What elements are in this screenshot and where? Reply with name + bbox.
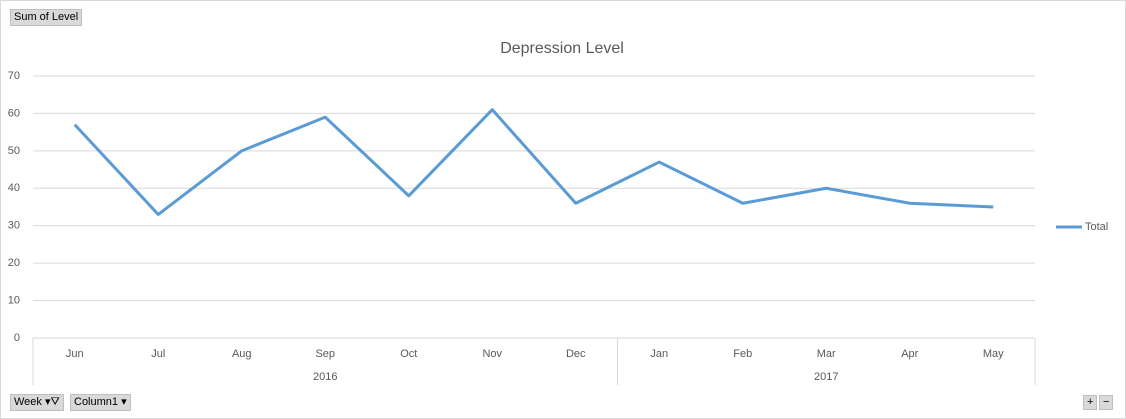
x-tick-label: Jan: [650, 348, 668, 360]
x-tick-label: Sep: [315, 348, 335, 360]
chart-title: Depression Level: [500, 40, 624, 57]
x-tick-label: Oct: [400, 348, 417, 360]
legend-label: Total: [1085, 221, 1108, 233]
group-label: 2016: [313, 371, 337, 383]
x-tick-label: Mar: [817, 348, 836, 360]
collapse-button[interactable]: −: [1099, 395, 1114, 410]
y-tick-label: 0: [14, 332, 20, 344]
column-field-button[interactable]: Column1 ▾: [70, 394, 131, 411]
row-field-label: Week: [14, 396, 42, 408]
x-tick-label: Jun: [66, 348, 84, 360]
x-tick-label: Nov: [482, 348, 502, 360]
y-tick-label: 40: [8, 182, 20, 194]
row-field-button[interactable]: Week ▾⛛: [10, 394, 64, 411]
x-tick-label: Dec: [566, 348, 586, 360]
y-tick-label: 30: [8, 220, 20, 232]
expand-button[interactable]: +: [1083, 395, 1098, 410]
y-tick-label: 60: [8, 107, 20, 119]
group-label: 2017: [814, 371, 838, 383]
y-tick-label: 70: [8, 70, 20, 82]
x-tick-label: Aug: [232, 348, 252, 360]
x-tick-label: Apr: [901, 348, 918, 360]
x-tick-label: Feb: [733, 348, 752, 360]
y-tick-label: 20: [8, 257, 20, 269]
y-tick-label: 10: [8, 294, 20, 306]
y-tick-label: 50: [8, 145, 20, 157]
column-field-label: Column1: [74, 396, 119, 408]
value-field-button[interactable]: Sum of Level: [10, 9, 83, 26]
x-tick-label: Jul: [151, 348, 165, 360]
line-series: [73, 108, 994, 216]
x-tick-label: May: [983, 348, 1004, 360]
